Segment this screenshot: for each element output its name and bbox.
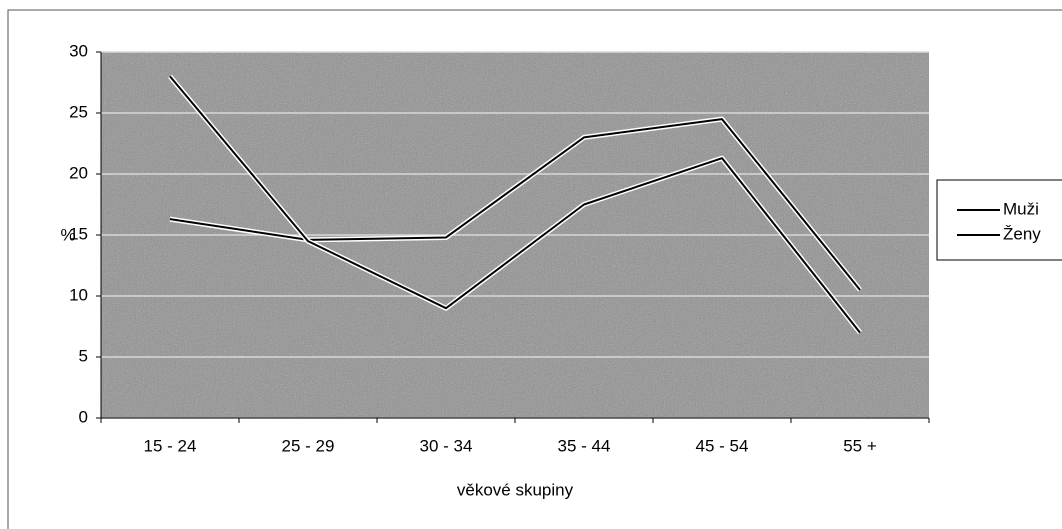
y-axis-label: % [60,225,75,244]
x-tick-label: 45 - 54 [696,436,749,455]
y-tick-label: 30 [69,41,88,60]
y-tick-label: 15 [69,224,88,243]
y-tick-label: 25 [69,102,88,121]
x-axis-label: věkové skupiny [457,480,574,499]
y-tick-label: 10 [69,285,88,304]
series-line [169,75,861,334]
y-tick-label: 0 [79,407,88,426]
series-line [169,118,861,291]
chart-frame [7,9,1062,529]
y-tick-label: 5 [79,346,88,365]
legend-label: Ženy [1003,224,1041,243]
x-tick-label: 15 - 24 [144,436,197,455]
x-tick-label: 35 - 44 [558,436,611,455]
x-tick-label: 55 + [843,436,877,455]
x-tick-label: 25 - 29 [282,436,335,455]
x-tick-label: 30 - 34 [420,436,473,455]
y-tick-label: 20 [69,163,88,182]
legend [936,179,1062,261]
legend-label: Muži [1003,199,1039,218]
